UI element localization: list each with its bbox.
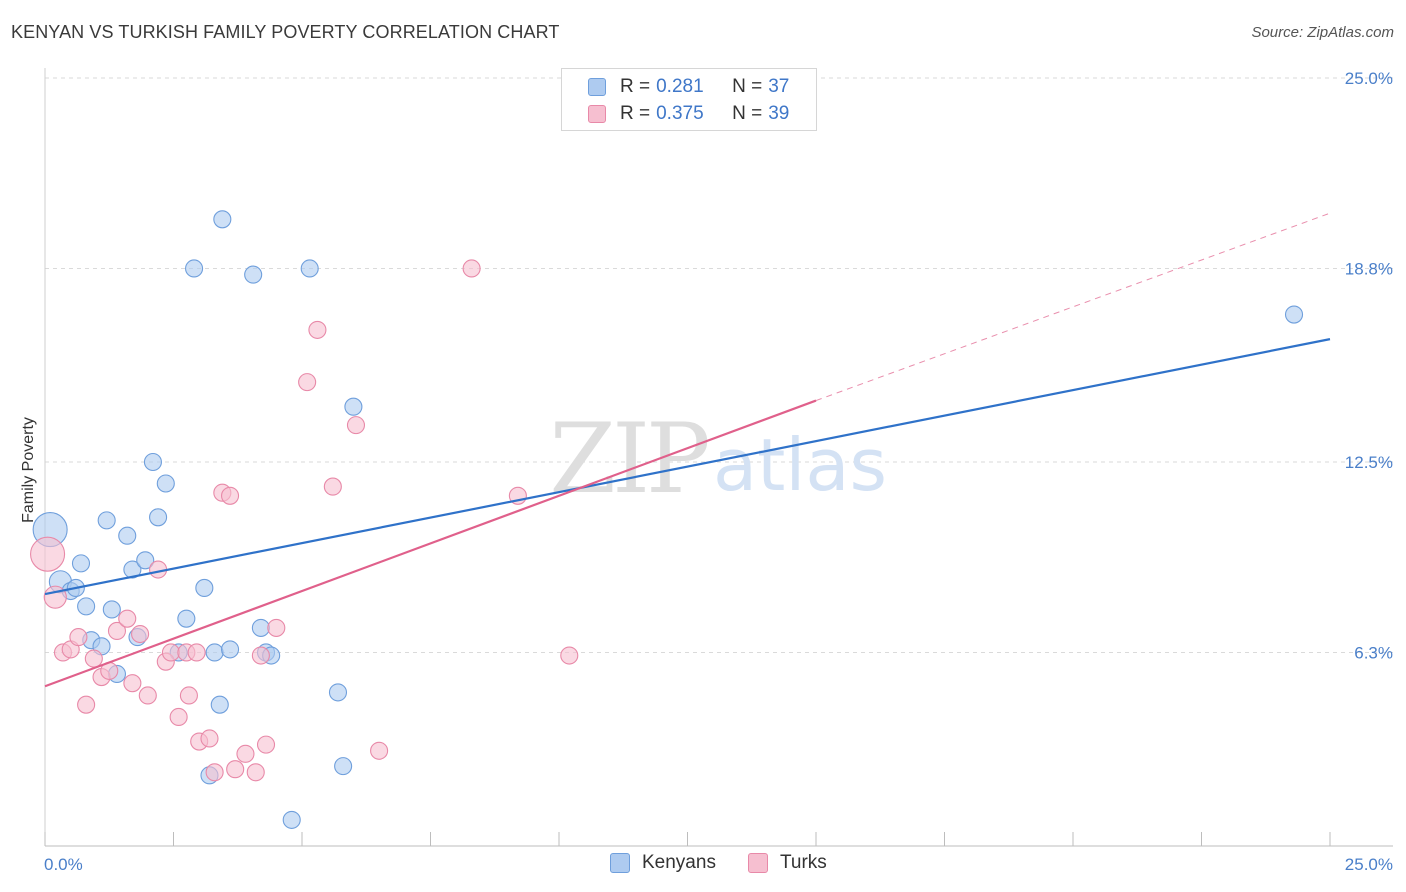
kenyan-point — [220, 640, 240, 659]
legend-n-label: N = — [732, 76, 763, 97]
series-legend-kenyans[interactable]: Kenyans — [610, 852, 716, 874]
turk-point — [298, 373, 317, 392]
kenyan-point — [143, 452, 162, 472]
turk-point — [205, 763, 224, 782]
turk-point — [246, 763, 265, 782]
turk-point — [346, 416, 366, 435]
kenyan-point — [177, 609, 196, 628]
turk-point — [179, 686, 198, 705]
kenyan-point — [156, 474, 175, 493]
chart-title: KENYAN VS TURKISH FAMILY POVERTY CORRELA… — [11, 22, 560, 42]
legend-n-label: N = — [732, 103, 763, 124]
turk-point — [251, 646, 270, 665]
turk-point — [30, 536, 66, 572]
turk-point — [560, 646, 579, 665]
kenyan-point — [244, 265, 263, 284]
kenyan-point — [71, 554, 91, 573]
kenyan-point — [282, 810, 301, 829]
kenyan-point — [77, 597, 96, 616]
turk-point — [462, 259, 481, 278]
kenyan-point — [334, 757, 353, 776]
y-axis-label: Family Poverty — [20, 417, 37, 523]
grid-lines — [45, 77, 1393, 653]
kenyan-point — [185, 259, 204, 278]
legend-swatch-kenyans — [588, 78, 606, 96]
legend-r-value: 0.281 — [656, 76, 704, 97]
tick-labels: 6.3% 12.5% 18.8% 25.0% 0.0% 25.0% — [44, 69, 1393, 874]
axes — [44, 68, 1393, 847]
kenyan-point — [251, 618, 270, 637]
x-tick-label: 0.0% — [44, 855, 83, 874]
legend-n-value: 39 — [768, 103, 790, 124]
kenyan-point — [149, 508, 168, 527]
legend-r-label: R = — [620, 76, 651, 97]
turk-trend-line — [44, 399, 817, 688]
turk-point — [77, 695, 96, 714]
series-legend-turks[interactable]: Turks — [748, 852, 827, 874]
turk-point — [118, 609, 137, 628]
turk-point — [84, 649, 103, 668]
legend-row-turks: R = 0.375 N = 39 — [588, 102, 789, 126]
turk-point — [69, 628, 88, 647]
turk-point — [107, 621, 127, 641]
kenyan-point — [118, 526, 137, 545]
series-swatch-kenyans — [610, 853, 630, 873]
turk-point — [200, 729, 219, 748]
kenyan-point — [213, 210, 232, 229]
turk-point — [236, 744, 255, 763]
turk-point — [323, 477, 342, 496]
series-legend: Kenyans Turks — [0, 852, 1406, 878]
turk-trend-line-extension — [815, 212, 1331, 402]
correlation-legend: R = 0.281 N = 37 R = 0.375 N = 39 — [561, 68, 817, 131]
series-label-turks: Turks — [780, 852, 827, 873]
source-label: Source: ZipAtlas.com — [1251, 24, 1394, 41]
turk-point — [220, 486, 240, 505]
turk-point — [308, 320, 327, 339]
kenyan-trend-line — [44, 338, 1331, 596]
kenyan-point — [136, 551, 155, 570]
watermark: ZIP atlas — [549, 403, 887, 515]
legend-r-value: 0.375 — [656, 103, 704, 124]
turk-point — [131, 624, 150, 644]
trend-lines — [44, 212, 1331, 688]
turk-point — [161, 643, 180, 662]
kenyan-point — [300, 259, 319, 278]
turk-point — [370, 741, 389, 760]
kenyan-point — [195, 578, 214, 598]
y-tick-label: 18.8% — [1345, 259, 1393, 278]
y-tick-label: 6.3% — [1354, 643, 1393, 662]
turk-point — [187, 643, 206, 662]
kenyan-point — [102, 600, 121, 619]
watermark-atlas: atlas — [713, 423, 887, 507]
y-tick-label: 12.5% — [1345, 453, 1393, 472]
kenyan-point — [205, 643, 224, 662]
kenyan-point — [123, 560, 142, 579]
legend-swatch-turks — [588, 105, 606, 123]
legend-n-value: 37 — [768, 76, 790, 97]
y-tick-label: 25.0% — [1345, 69, 1393, 88]
kenyan-point — [344, 397, 363, 416]
turk-point — [267, 618, 286, 637]
turk-point — [123, 674, 142, 693]
turk-point — [226, 760, 245, 779]
kenyan-point — [97, 511, 116, 530]
series-label-kenyans: Kenyans — [642, 852, 716, 873]
x-tick-label: 25.0% — [1345, 855, 1393, 874]
watermark-zip: ZIP — [549, 403, 708, 515]
turk-point — [169, 707, 188, 727]
kenyan-point — [1284, 305, 1304, 324]
legend-row-kenyans: R = 0.281 N = 37 — [588, 75, 789, 99]
turk-point — [138, 686, 157, 705]
series-swatch-turks — [748, 853, 768, 873]
data-points — [30, 210, 1304, 829]
legend-r-label: R = — [620, 103, 651, 124]
turk-point — [256, 735, 276, 754]
kenyan-point — [328, 683, 348, 702]
kenyan-point — [210, 695, 229, 714]
